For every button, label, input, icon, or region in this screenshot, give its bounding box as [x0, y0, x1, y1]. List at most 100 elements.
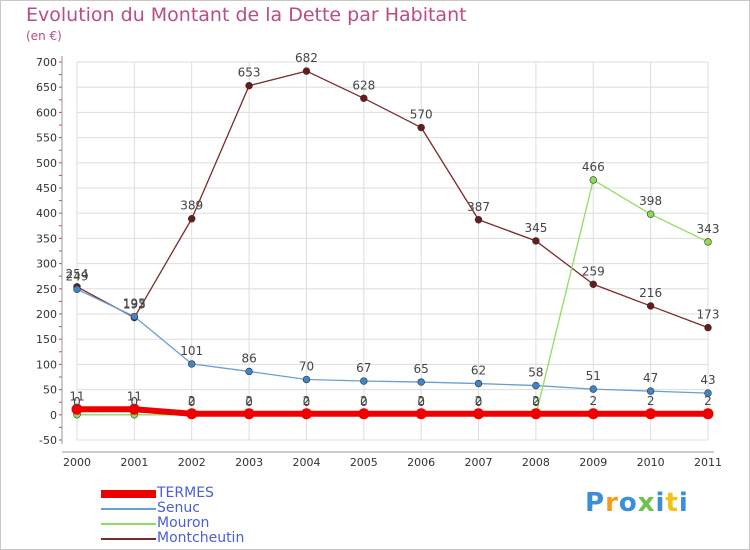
data-label: 11 — [127, 389, 142, 403]
data-label: 0 — [360, 395, 368, 409]
series-termes — [71, 403, 714, 420]
data-label: 86 — [241, 351, 256, 365]
data-label: 2 — [704, 394, 712, 408]
data-point — [245, 81, 253, 90]
data-label: 2 — [417, 394, 425, 408]
y-tick-label: 150 — [36, 333, 57, 346]
chart-subtitle: (en €) — [26, 29, 62, 43]
data-label: 2 — [360, 394, 368, 408]
series-line-termes — [77, 406, 708, 417]
labels-mouron: 0 0 0 0 0 0 0 0 0 466 398 343 — [73, 160, 719, 409]
data-label: 653 — [238, 66, 261, 80]
x-tick-label: 2005 — [350, 456, 378, 469]
data-point — [532, 237, 540, 245]
logo-letter: t — [665, 488, 679, 518]
data-label: 2 — [245, 394, 253, 408]
data-label: 628 — [352, 78, 375, 92]
data-label: 254 — [66, 267, 89, 281]
data-label: 173 — [697, 308, 720, 322]
data-label: 2 — [475, 394, 483, 408]
data-point — [245, 367, 253, 376]
x-tick-label: 2002 — [178, 456, 206, 469]
logo-letter: i — [655, 488, 666, 518]
data-label: 2 — [532, 394, 540, 408]
data-point — [130, 312, 139, 321]
data-label: 2 — [303, 394, 311, 408]
data-point — [589, 385, 597, 393]
data-label: 58 — [528, 366, 543, 380]
logo-letter: P — [585, 488, 606, 518]
legend-label: TERMES — [157, 485, 214, 501]
x-tick-label: 2010 — [637, 456, 665, 469]
data-point — [473, 408, 485, 420]
data-point — [702, 408, 714, 420]
data-label: 259 — [582, 264, 605, 278]
data-label: 0 — [73, 395, 81, 409]
grid — [76, 61, 709, 441]
data-label: 47 — [643, 371, 658, 385]
data-label: 345 — [524, 221, 547, 235]
y-tick-label: 0 — [50, 409, 57, 422]
y-tick-label: 700 — [36, 56, 57, 69]
legend-swatch — [101, 523, 156, 525]
data-label: 0 — [303, 395, 311, 409]
series-line-senuc — [76, 288, 709, 394]
legend-swatch — [101, 538, 156, 540]
y-tick-label: 100 — [36, 358, 57, 371]
data-point — [645, 408, 657, 420]
x-tick-label: 2011 — [694, 456, 722, 469]
x-tick-label: 2009 — [579, 456, 607, 469]
legend-label: Montcheutin — [157, 530, 245, 546]
labels-termes: 11 11 2 2 2 2 2 2 2 2 2 2 — [69, 389, 711, 408]
series-line-montcheutin — [76, 70, 709, 329]
data-point — [474, 379, 483, 388]
data-label: 682 — [295, 51, 318, 65]
y-tick-label: 450 — [36, 182, 57, 195]
data-label: 249 — [66, 269, 89, 283]
x-tick-label: 2004 — [292, 456, 320, 469]
legend-swatch — [101, 508, 156, 510]
legend-swatch — [101, 490, 156, 498]
series-montcheutin — [73, 67, 712, 332]
data-label: 343 — [697, 222, 720, 236]
data-point — [358, 408, 370, 420]
data-point — [704, 389, 712, 397]
data-label: 101 — [180, 344, 203, 358]
data-point — [415, 408, 427, 420]
data-point — [300, 408, 312, 420]
series-senuc — [73, 285, 712, 397]
data-label: 0 — [532, 395, 540, 409]
data-label: 62 — [471, 364, 486, 378]
data-point — [704, 323, 712, 332]
data-label: 51 — [586, 369, 601, 383]
data-point — [474, 216, 483, 224]
data-point — [302, 67, 311, 75]
x-tick-label: 2001 — [120, 456, 148, 469]
data-point — [128, 403, 140, 415]
data-label: 466 — [582, 160, 605, 174]
logo-letter: i — [678, 488, 689, 518]
y-tick-label: -50 — [39, 434, 57, 447]
series-line-mouron — [77, 179, 709, 416]
y-tick-label: 350 — [36, 232, 57, 245]
chart-title: Evolution du Montant de la Dette par Hab… — [26, 4, 467, 26]
data-point — [589, 280, 597, 288]
data-label: 67 — [356, 361, 371, 375]
axes: -500501001502002503003504004505005506006… — [36, 56, 722, 469]
data-label: 11 — [69, 389, 84, 403]
data-point — [417, 123, 425, 132]
y-tick-label: 200 — [36, 308, 57, 321]
data-label: 398 — [639, 194, 662, 208]
data-point — [73, 285, 81, 294]
logo-letter: o — [618, 488, 638, 518]
data-point — [188, 360, 196, 368]
logo-letter: x — [637, 488, 656, 518]
x-tick-label: 2008 — [522, 456, 550, 469]
y-tick-label: 600 — [36, 106, 57, 119]
data-label: 70 — [299, 360, 314, 374]
labels-montcheutin: 254 193 389 653 682 628 570 387 345 259 216 173 — [66, 51, 720, 322]
data-label: 2 — [589, 394, 597, 408]
data-point — [530, 408, 542, 420]
data-point — [360, 94, 368, 102]
